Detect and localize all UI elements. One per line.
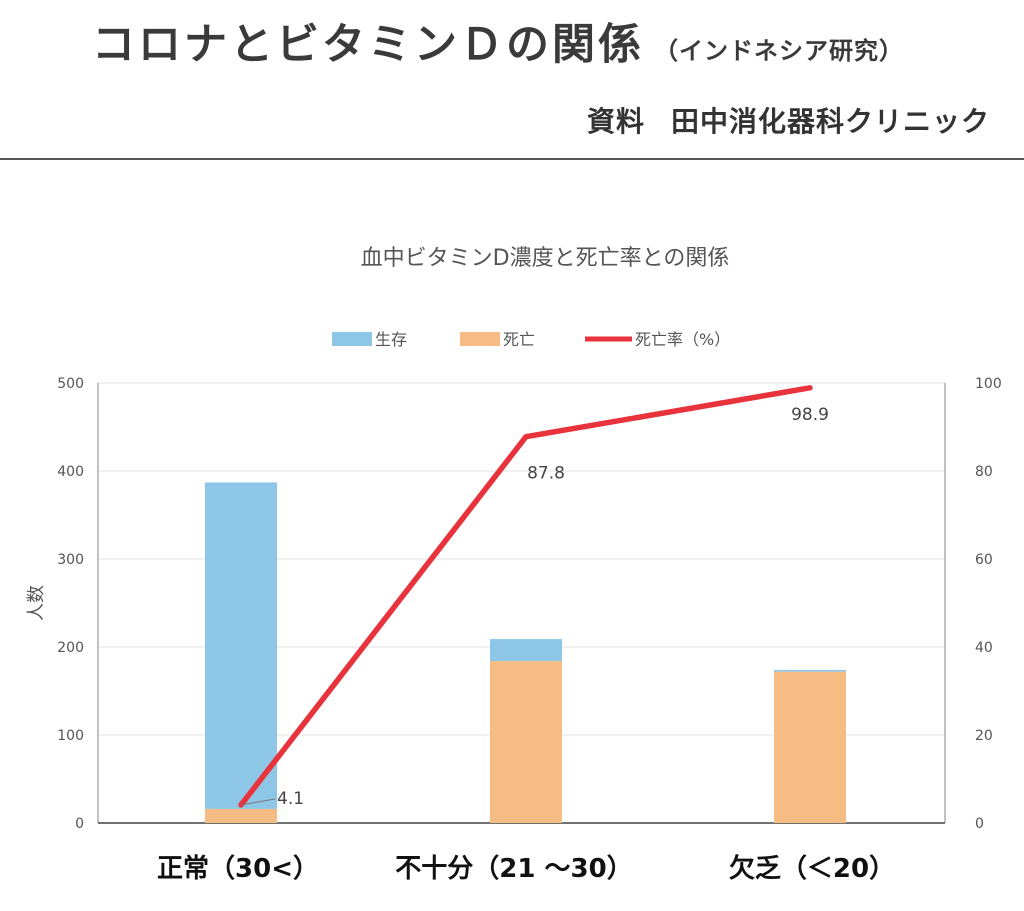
chart-title: 血中ビタミンD濃度と死亡率との関係 xyxy=(361,246,730,271)
mortality-line xyxy=(238,385,813,808)
y2-tick-label-80: 80 xyxy=(975,464,993,480)
header-divider xyxy=(0,158,1024,160)
y-tick-label-300: 300 xyxy=(57,552,84,568)
y-tick-label-500: 500 xyxy=(57,376,84,392)
source-credit: 資料 田中消化器科クリニック xyxy=(587,100,990,140)
y2-tick-label-100: 100 xyxy=(975,376,1002,392)
bar-death-1 xyxy=(490,661,562,823)
bar-death-2 xyxy=(774,671,846,823)
y2-tick-label-0: 0 xyxy=(975,816,984,832)
bar-survival-0 xyxy=(205,482,277,809)
bar-survival-2 xyxy=(774,669,846,672)
y2-tick-label-40: 40 xyxy=(975,640,993,656)
category-label-normal: 正常（30<） xyxy=(157,854,319,884)
y-axis-label: 人数 xyxy=(26,585,47,621)
data-label-0: 4.1 xyxy=(277,789,304,809)
data-label-1: 87.8 xyxy=(527,464,565,484)
title-main: コロナとビタミンＤの関係 xyxy=(92,20,644,70)
page-title: コロナとビタミンＤの関係 （インドネシア研究） xyxy=(92,10,904,72)
category-label-insufficient: 不十分（21 〜30） xyxy=(395,854,633,884)
legend-label-mortality: 死亡率（%） xyxy=(635,330,730,349)
y-tick-label-200: 200 xyxy=(57,640,84,656)
bar-survival-1 xyxy=(490,639,562,662)
y-tick-label-0: 0 xyxy=(75,816,84,832)
data-label-2: 98.9 xyxy=(791,405,829,425)
legend-swatch-death xyxy=(460,332,500,346)
legend-label-survival: 生存 xyxy=(375,330,407,349)
y-tick-label-100: 100 xyxy=(57,728,84,744)
legend-swatch-survival xyxy=(332,332,372,346)
y2-tick-label-20: 20 xyxy=(975,728,993,744)
source-label: 資料 xyxy=(586,105,645,138)
title-subtitle: （インドネシア研究） xyxy=(654,37,904,65)
source-name: 田中消化器科クリニック xyxy=(670,105,990,138)
category-label-deficient: 欠乏（＜20） xyxy=(728,854,896,884)
y-tick-label-400: 400 xyxy=(57,464,84,480)
y2-tick-label-60: 60 xyxy=(975,552,993,568)
bar-death-0 xyxy=(205,808,277,823)
data-label-leader-0 xyxy=(240,798,276,806)
legend-label-death: 死亡 xyxy=(503,330,535,349)
